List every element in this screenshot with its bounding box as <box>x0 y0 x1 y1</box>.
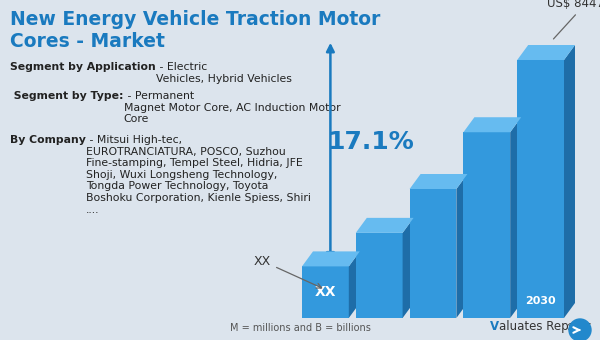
Polygon shape <box>564 45 575 318</box>
Polygon shape <box>463 132 510 318</box>
Polygon shape <box>302 267 349 318</box>
Text: By Company: By Company <box>10 135 86 145</box>
Polygon shape <box>510 117 521 318</box>
Polygon shape <box>517 45 575 60</box>
Polygon shape <box>517 60 564 318</box>
Text: Segment by Application: Segment by Application <box>10 62 156 72</box>
Text: - Permanent
Magnet Motor Core, AC Induction Motor
Core: - Permanent Magnet Motor Core, AC Induct… <box>124 91 340 124</box>
Polygon shape <box>457 174 467 318</box>
Text: 17.1%: 17.1% <box>327 130 414 154</box>
Polygon shape <box>403 218 413 318</box>
Polygon shape <box>356 233 403 318</box>
Polygon shape <box>356 218 413 233</box>
Text: M = millions and B = billions: M = millions and B = billions <box>230 323 370 333</box>
Polygon shape <box>463 117 521 132</box>
Text: Segment by Type:: Segment by Type: <box>10 91 124 101</box>
Text: ®: ® <box>566 323 576 333</box>
Polygon shape <box>410 174 467 189</box>
Text: 2030: 2030 <box>525 296 556 306</box>
Text: XX: XX <box>314 285 336 299</box>
Polygon shape <box>302 251 360 267</box>
Text: - Electric
Vehicles, Hybrid Vehicles: - Electric Vehicles, Hybrid Vehicles <box>156 62 292 84</box>
Text: - Mitsui High-tec,
EUROTRANCIATURA, POSCO, Suzhou
Fine-stamping, Tempel Steel, H: - Mitsui High-tec, EUROTRANCIATURA, POSC… <box>86 135 311 215</box>
Text: XX: XX <box>254 255 322 288</box>
Text: aluates Reports: aluates Reports <box>499 320 592 333</box>
Text: V: V <box>490 320 499 333</box>
Text: New Energy Vehicle Traction Motor: New Energy Vehicle Traction Motor <box>10 10 380 29</box>
Polygon shape <box>410 189 457 318</box>
Circle shape <box>569 319 591 340</box>
Text: US$ 8447.6M: US$ 8447.6M <box>547 0 600 39</box>
Polygon shape <box>349 251 360 318</box>
Text: Cores - Market: Cores - Market <box>10 32 165 51</box>
